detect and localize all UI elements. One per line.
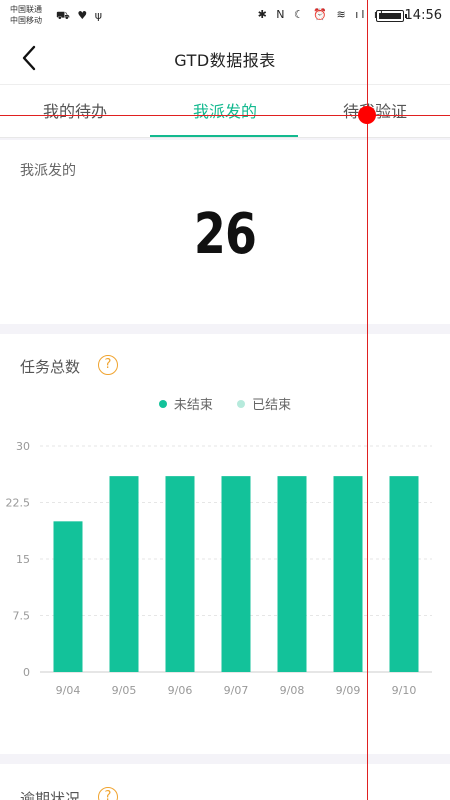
nav-bar: GTD数据报表 [0, 32, 450, 84]
legend-item-open[interactable]: 未结束 [158, 394, 213, 413]
x-tick-label: 9/04 [56, 684, 81, 697]
status-bar: 中国联通 中国移动 ⛟ ♥ ψ ✱ N ☾ ⏰ ≋ ıl ıl 14:56 [0, 0, 450, 32]
bar [53, 521, 83, 672]
x-tick-label: 9/08 [280, 684, 305, 697]
legend-item-closed[interactable]: 已结束 [237, 394, 291, 413]
page-title: GTD数据报表 [174, 51, 276, 70]
touch-pointer-icon [358, 106, 376, 124]
assigned-count: 26 [193, 202, 257, 267]
x-tick-label: 9/10 [392, 684, 417, 697]
assigned-summary-card: 我派发的 26 [0, 140, 450, 324]
y-tick-label: 15 [16, 553, 30, 566]
chevron-left-icon [22, 45, 36, 71]
battery-icon [376, 10, 407, 22]
overdue-title: 逾期状况 [20, 790, 81, 800]
carrier-1: 中国联通 [10, 5, 42, 14]
y-tick-label: 7.5 [13, 610, 31, 623]
bar [389, 476, 419, 672]
carrier-2: 中国移动 [10, 16, 42, 25]
tab-my-todo[interactable]: 我的待办 [42, 102, 107, 121]
x-tick-label: 9/09 [336, 684, 361, 697]
bar [165, 476, 195, 672]
crosshair-vertical-line [367, 0, 368, 800]
task-total-title: 任务总数 [20, 358, 81, 376]
tab-bar: 我的待办 我派发的 待我验证 [0, 84, 450, 138]
help-icon[interactable]: ? [98, 355, 118, 375]
assigned-label: 我派发的 [20, 163, 76, 179]
y-tick-label: 22.5 [6, 497, 31, 510]
legend-label-open: 未结束 [173, 398, 213, 413]
tab-my-assigned[interactable]: 我派发的 [192, 102, 257, 121]
overdue-card: 逾期状况 ? [0, 764, 450, 800]
bar [221, 476, 251, 672]
notification-icons: ⛟ ♥ ψ [56, 9, 104, 22]
clock: 14:56 [404, 8, 442, 23]
bar [109, 476, 139, 672]
active-tab-indicator [150, 135, 298, 137]
help-icon[interactable]: ? [98, 787, 118, 800]
chart-legend: 未结束 已结束 [0, 394, 450, 413]
task-total-card: 任务总数 ? 未结束 已结束 0 7.5 15 22.5 30 9/04 9/05 9/06 9… [0, 334, 450, 754]
carrier-info: 中国联通 中国移动 [10, 4, 42, 26]
legend-dot-icon [158, 400, 167, 408]
legend-dot-icon [237, 400, 246, 408]
task-total-bar-chart: 0 7.5 15 22.5 30 9/04 9/05 9/06 9/07 9/08 9/09 9/10 [6, 440, 432, 697]
crosshair-horizontal-line [0, 115, 450, 116]
y-tick-label: 30 [16, 440, 30, 453]
x-tick-label: 9/07 [224, 684, 249, 697]
back-button[interactable] [14, 42, 50, 74]
bar [333, 476, 363, 672]
x-tick-label: 9/06 [168, 684, 193, 697]
x-tick-label: 9/05 [112, 684, 137, 697]
legend-label-closed: 已结束 [252, 398, 292, 413]
system-status-icons: ✱ N ☾ ⏰ ≋ ıl ıl [257, 8, 386, 21]
y-tick-label: 0 [23, 666, 30, 679]
bar [277, 476, 307, 672]
